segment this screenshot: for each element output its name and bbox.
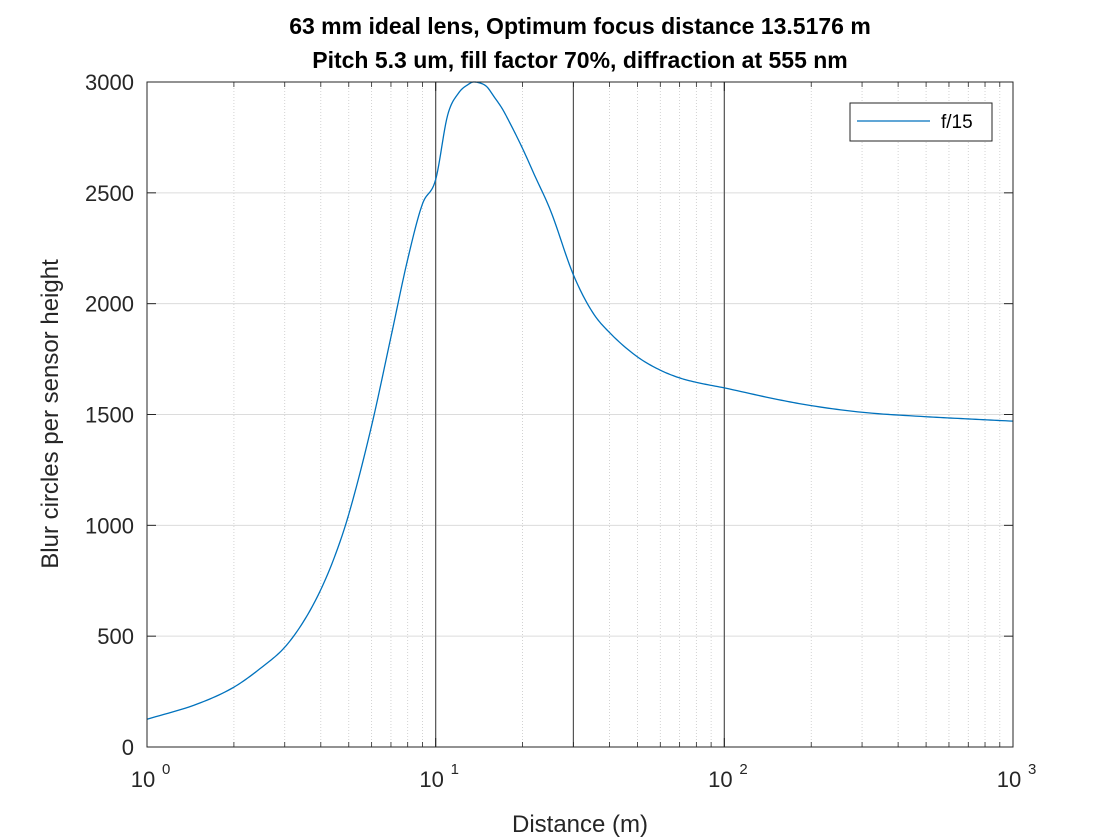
x-tick-exponent: 3 xyxy=(1028,761,1036,778)
series-line-f15 xyxy=(146,81,1014,720)
x-tick-exponent: 2 xyxy=(739,761,747,778)
x-tick-label: 10 xyxy=(131,767,155,792)
y-tick-label: 1000 xyxy=(85,513,134,538)
vertical-marker-layer xyxy=(435,82,725,747)
y-tick-label: 2500 xyxy=(85,181,134,206)
y-tick-label: 0 xyxy=(122,735,134,760)
y-tick-label: 500 xyxy=(97,624,134,649)
x-tick-label: 10 xyxy=(419,767,443,792)
series-layer xyxy=(146,81,1014,720)
legend-box xyxy=(849,102,993,142)
x-tick-exponent: 0 xyxy=(162,761,170,778)
x-tick-exponent: 1 xyxy=(451,761,459,778)
chart-title: 63 mm ideal lens, Optimum focus distance… xyxy=(289,13,871,39)
legend-label-f15: f/15 xyxy=(941,112,973,133)
tick-layer: 10 0 10 1 10 2 10 3 0 500 1000 1500 2000 2500 3000 xyxy=(85,70,1036,792)
x-axis-label: Distance (m) xyxy=(512,811,648,838)
x-tick-label: 10 xyxy=(708,767,732,792)
y-tick-label: 1500 xyxy=(85,403,134,428)
y-tick-label: 3000 xyxy=(85,70,134,95)
x-tick-label: 10 xyxy=(997,767,1021,792)
y-tick-label: 2000 xyxy=(85,292,134,317)
y-axis-label: Blur circles per sensor height xyxy=(37,259,64,569)
legend: f/15 xyxy=(849,102,993,142)
chart-subtitle: Pitch 5.3 um, fill factor 70%, diffracti… xyxy=(312,47,848,73)
